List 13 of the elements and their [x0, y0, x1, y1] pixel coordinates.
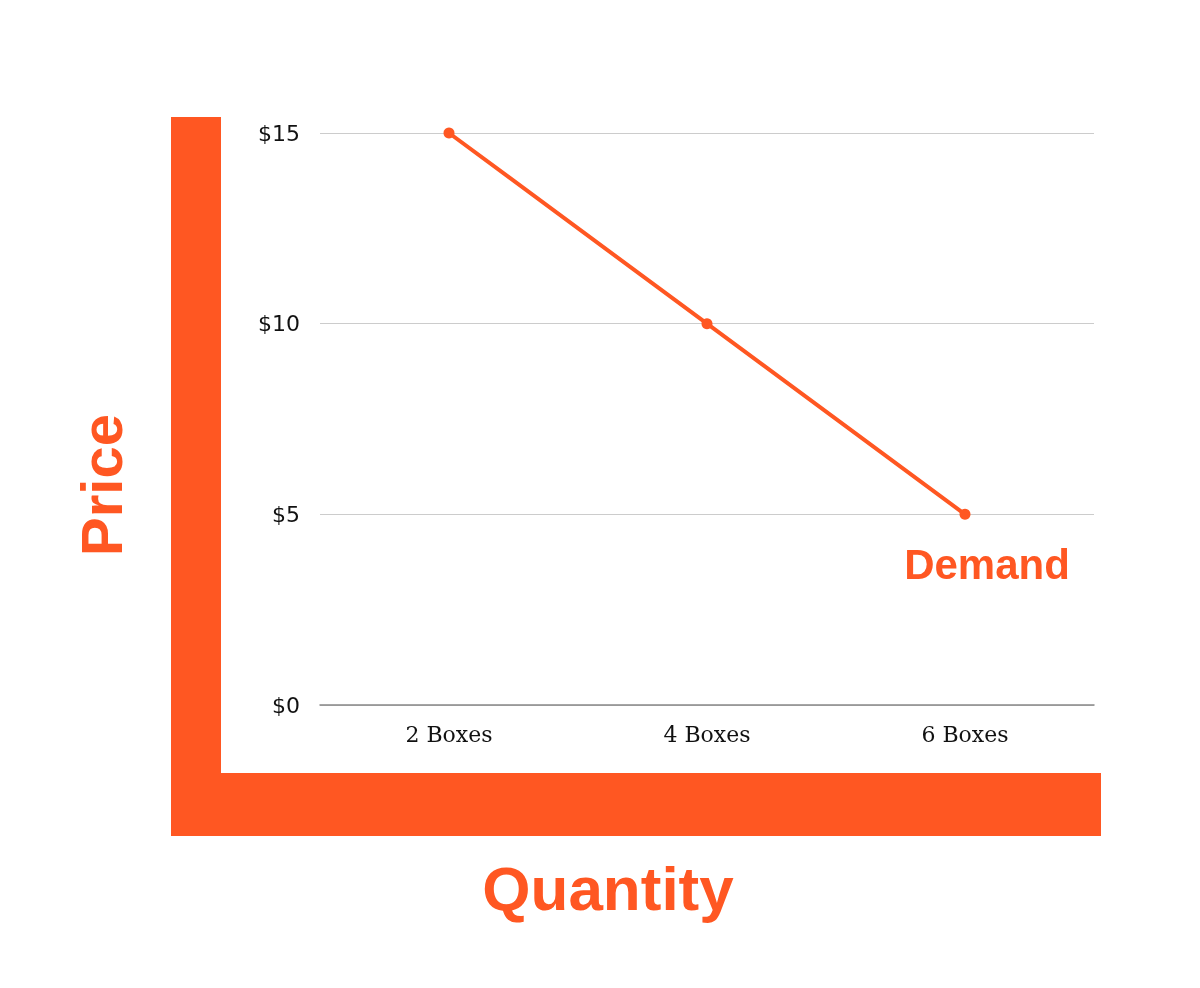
y-tick-label: $0	[272, 692, 300, 718]
y-axis-title: Price	[68, 414, 134, 556]
x-tick-label: 4 Boxes	[663, 721, 751, 747]
y-tick-label: $5	[272, 501, 300, 527]
x-tick-label: 6 Boxes	[921, 721, 1009, 747]
point	[443, 127, 455, 139]
point	[701, 318, 713, 330]
point	[959, 508, 971, 520]
x-tick-label: 2 Boxes	[405, 721, 493, 747]
y-tick-label: $15	[258, 120, 300, 146]
y-tick-label: $10	[258, 311, 300, 337]
series-label: Demand	[904, 541, 1070, 589]
x-axis-title: Quantity	[482, 853, 735, 923]
